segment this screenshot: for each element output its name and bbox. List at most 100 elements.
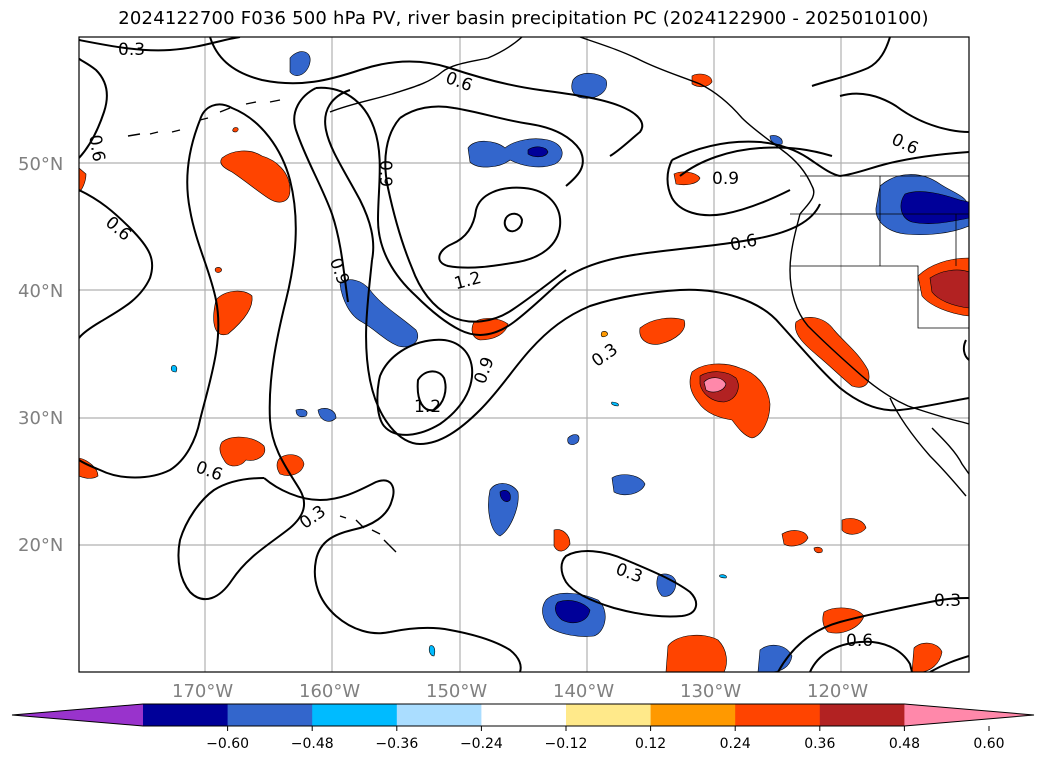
- contour-label: 0.6: [84, 133, 108, 163]
- pv-contour: [263, 477, 395, 635]
- map-frame: [78, 36, 970, 673]
- colorbar-segment: [819, 704, 905, 726]
- pv-contour: [79, 37, 241, 52]
- colorbar-segment: [650, 704, 736, 726]
- precip-blob-neg: [317, 408, 337, 422]
- pv-contour: [839, 92, 969, 133]
- precip-blob-pos: [795, 317, 870, 388]
- alaska-coastline: [329, 37, 523, 113]
- pv-contour: [365, 259, 969, 446]
- pv-contour: [666, 159, 791, 217]
- lon-label: 170°W: [172, 681, 233, 702]
- pv-contour: [293, 87, 349, 303]
- na-west-coastline: [789, 213, 969, 425]
- colorbar-tick-label: 0.24: [720, 736, 751, 752]
- precip-blob-pos: [665, 634, 727, 672]
- precip-blob-pos: [639, 317, 686, 345]
- precip-blob-pos: [813, 546, 823, 554]
- aleutian-islands: [127, 99, 281, 137]
- pv-contour: [809, 640, 913, 672]
- contour-label: 1.2: [414, 397, 441, 417]
- pv-contour: [438, 186, 562, 269]
- colorbar-segment: [227, 704, 313, 726]
- precip-blob-neg: [567, 434, 580, 445]
- precip-blob-neg-core: [555, 600, 591, 623]
- lat-label: 20°N: [18, 535, 63, 556]
- precip-blob-pos-core: [929, 269, 969, 309]
- precip-blob-neg: [611, 401, 619, 407]
- pv-contour: [416, 370, 447, 412]
- alaska-coastline: [579, 37, 815, 215]
- precip-blob-neg: [170, 365, 178, 373]
- colorbar-segment: [735, 704, 821, 726]
- pv-contour: [209, 37, 644, 157]
- pv-contour: [962, 339, 969, 361]
- precip-blob-pos: [600, 331, 608, 338]
- precip-blob-pos: [219, 436, 266, 467]
- pv-contour: [839, 151, 969, 177]
- colorbar-segment: [396, 704, 482, 726]
- precip-blob-neg: [719, 574, 727, 579]
- pv-contour: [399, 105, 584, 187]
- precip-shading: [79, 51, 969, 672]
- lat-label: 50°N: [18, 154, 63, 175]
- precip-blob-neg: [488, 483, 519, 537]
- mexico-coastline: [931, 427, 969, 475]
- precip-blob-pos: [220, 150, 291, 203]
- colorbar-tick-label: −0.24: [460, 736, 503, 752]
- colorbar-segment: [143, 704, 229, 726]
- colorbar-tick-label: −0.60: [206, 736, 249, 752]
- pv-contours: [79, 37, 969, 672]
- pv-contour: [79, 189, 154, 339]
- colorbar: −0.60 −0.48 −0.36 −0.24 −0.12 0.12 0.24 0.36 0.4…: [11, 703, 1035, 752]
- precip-blob-pos: [841, 518, 867, 535]
- coastlines: [127, 37, 969, 553]
- pv-contour: [503, 212, 524, 233]
- precip-blob-neg: [295, 408, 308, 418]
- precip-blob-pos: [553, 529, 571, 552]
- precip-blob-neg: [428, 645, 436, 657]
- map-title: 2024122700 F036 500 hPa PV, river basin …: [118, 8, 929, 29]
- precip-blob-neg-core: [527, 146, 549, 158]
- pv-contour: [671, 140, 841, 177]
- colorbar-segment: [312, 704, 398, 726]
- pv-contour: [376, 338, 474, 436]
- baja-coastline: [889, 397, 967, 497]
- colorbar-outline: [11, 703, 1035, 727]
- lon-label: 140°W: [553, 681, 614, 702]
- precip-blob-pos: [276, 454, 305, 476]
- contour-label: 0.9: [712, 169, 739, 189]
- precip-blob-neg: [769, 135, 783, 145]
- colorbar-segment: [566, 704, 652, 726]
- contour-label: 0.9: [375, 160, 395, 187]
- pv-contour: [315, 86, 821, 337]
- precip-blob-neg: [467, 138, 563, 168]
- colorbar-extend-high: [904, 704, 1034, 726]
- pv-contour: [679, 146, 833, 177]
- colorbar-segment: [481, 704, 567, 726]
- precip-blob-pos: [232, 127, 239, 133]
- lon-labels: 170°W 160°W 150°W 140°W 130°W 120°W: [172, 681, 868, 702]
- political-borders: [790, 175, 969, 329]
- colorbar-tick-label: −0.36: [375, 736, 418, 752]
- state-border: [790, 265, 969, 329]
- pv-contour: [777, 597, 969, 672]
- pv-contour: [324, 89, 375, 261]
- colorbar-tick-label: 0.12: [635, 736, 666, 752]
- precip-blob-neg-core: [499, 490, 511, 502]
- precip-blob-neg-core: [900, 191, 969, 224]
- lat-label: 40°N: [18, 281, 63, 302]
- colorbar-tick-label: 0.60: [973, 736, 1004, 752]
- precip-blob-neg: [611, 474, 646, 496]
- pv-contour: [79, 57, 108, 159]
- pv-contour: [389, 626, 522, 672]
- precip-blob-neg: [339, 279, 418, 348]
- pv-contour: [560, 550, 698, 618]
- hawaii-islands: [339, 515, 397, 553]
- pv-contour: [811, 37, 891, 87]
- lon-label: 150°W: [426, 681, 487, 702]
- precip-blob-pos: [691, 73, 713, 88]
- precip-blob-neg: [289, 51, 311, 76]
- pv-contour: [929, 655, 969, 672]
